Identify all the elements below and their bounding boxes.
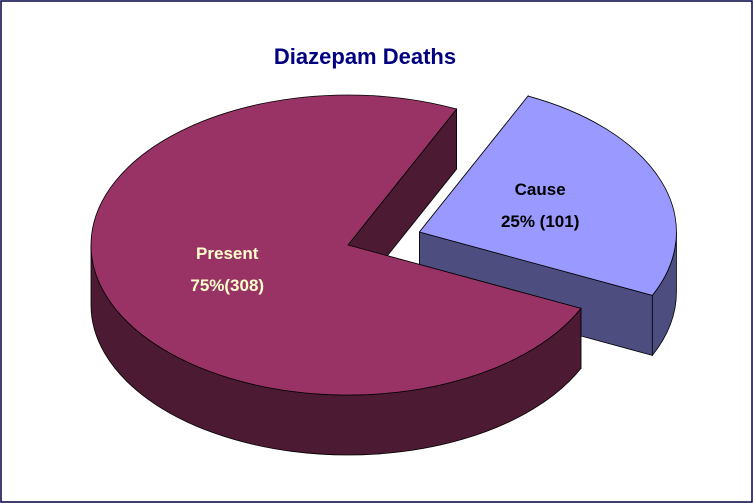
slice-value-label: 75%(308) (190, 276, 264, 295)
slice (418, 95, 677, 296)
slice-label: Cause (515, 180, 566, 199)
slice-value-label: 25% (101) (501, 212, 579, 231)
slice-label: Present (196, 244, 259, 263)
slice (90, 94, 582, 396)
chart-title: Diazepam Deaths (274, 44, 456, 69)
